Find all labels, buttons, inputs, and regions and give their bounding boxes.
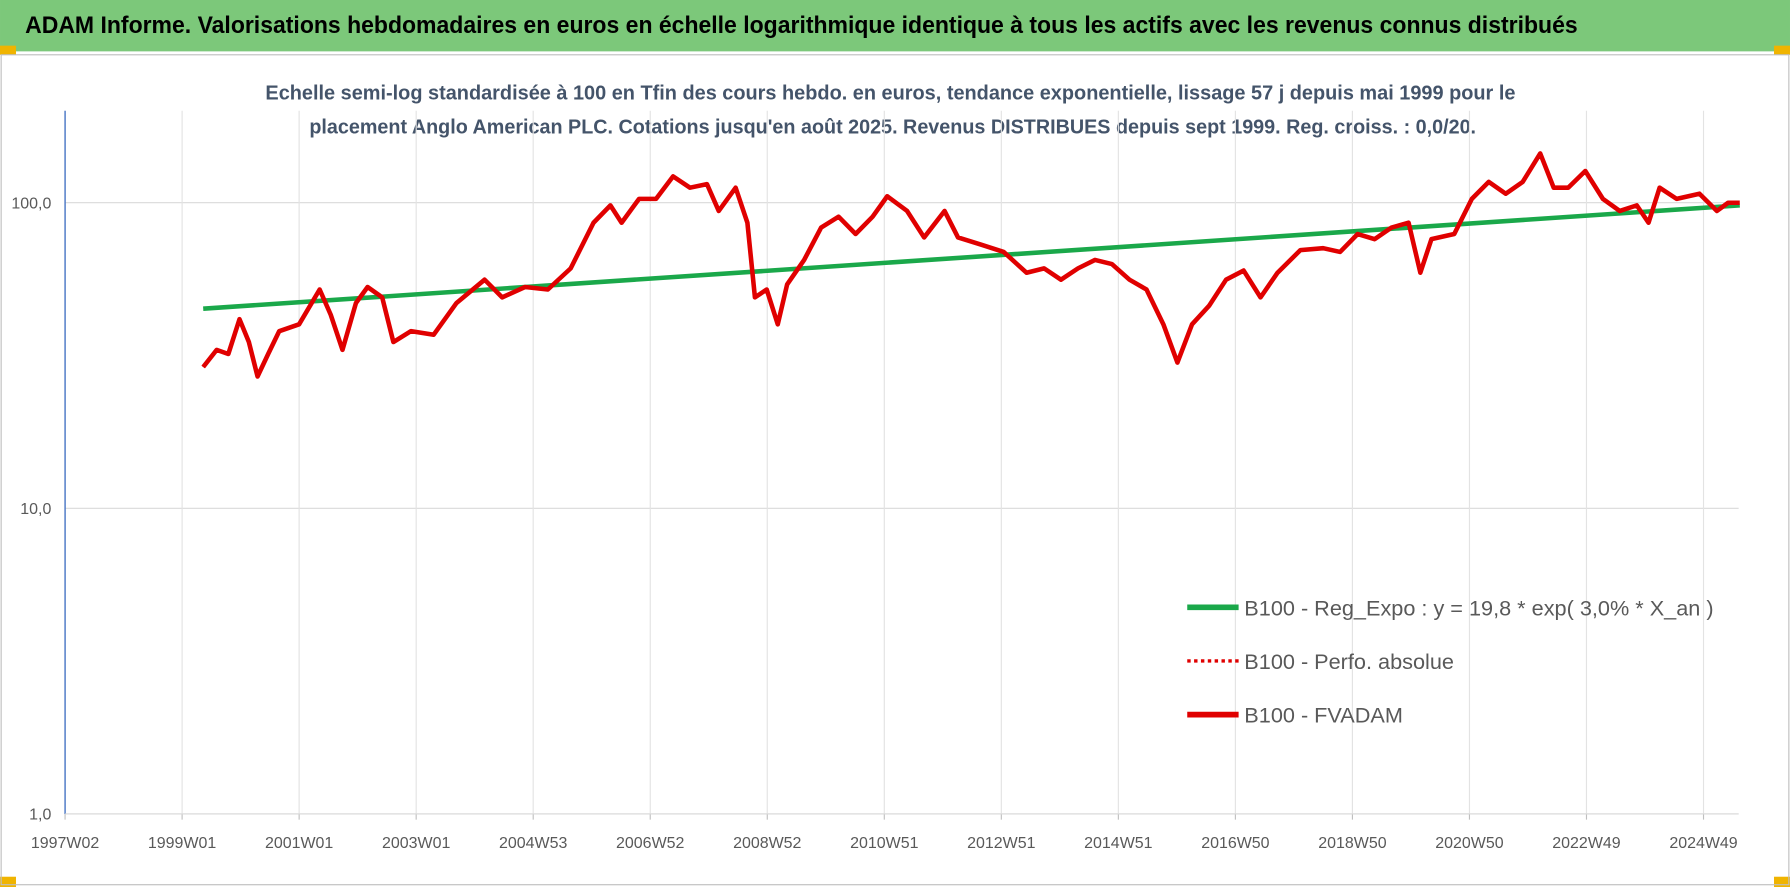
plot-area: 1,0 10,0 100,0 1997W02 1999W01 2001W01 2003W01… [11, 110, 1740, 852]
x-tick-label: 1999W01 [148, 835, 216, 852]
x-tick-label: 2001W01 [265, 835, 333, 852]
subtitle: Echelle semi-log standardisée à 100 en T… [265, 81, 1515, 104]
series-line [203, 203, 1740, 311]
series-line [201, 151, 1740, 379]
x-tick-label: 2018W50 [1318, 835, 1386, 852]
corner-mark [0, 876, 16, 887]
corner-mark [1774, 876, 1790, 887]
legend-label: B100 - Reg_Expo : y = 19,8 * exp( 3,0% *… [1244, 595, 1713, 620]
x-tick-label: 2012W51 [967, 835, 1035, 852]
header-bar [0, 0, 1790, 52]
x-tick-label: 2004W53 [499, 835, 567, 852]
legend-label: B100 - Perfo. absolue [1244, 649, 1454, 674]
x-tick-label: 2020W50 [1435, 835, 1503, 852]
y-tick-label: 100,0 [11, 195, 51, 212]
x-tick-label: 2010W51 [850, 835, 918, 852]
series-line [201, 151, 1740, 379]
corner-mark [1774, 45, 1790, 55]
x-tick-label: 2022W49 [1552, 835, 1620, 852]
subtitle: placement Anglo American PLC. Cotations … [309, 116, 1476, 139]
x-tick-label: 2024W49 [1669, 835, 1737, 852]
y-tick-label: 1,0 [29, 807, 51, 824]
x-tick-label: 2016W50 [1201, 835, 1269, 852]
frame [0, 54, 1790, 886]
y-tick-label: 10,0 [20, 501, 51, 518]
x-tick-label: 2006W52 [616, 835, 684, 852]
x-tick-label: 2014W51 [1084, 835, 1152, 852]
corner-mark [0, 45, 16, 55]
legend-label: B100 - FVADAM [1244, 703, 1403, 728]
x-tick-label: 2003W01 [382, 835, 450, 852]
header-title: ADAM Informe. Valorisations hebdomadaire… [25, 12, 1578, 39]
x-tick-label: 1997W02 [31, 835, 99, 852]
x-tick-label: 2008W52 [733, 835, 801, 852]
